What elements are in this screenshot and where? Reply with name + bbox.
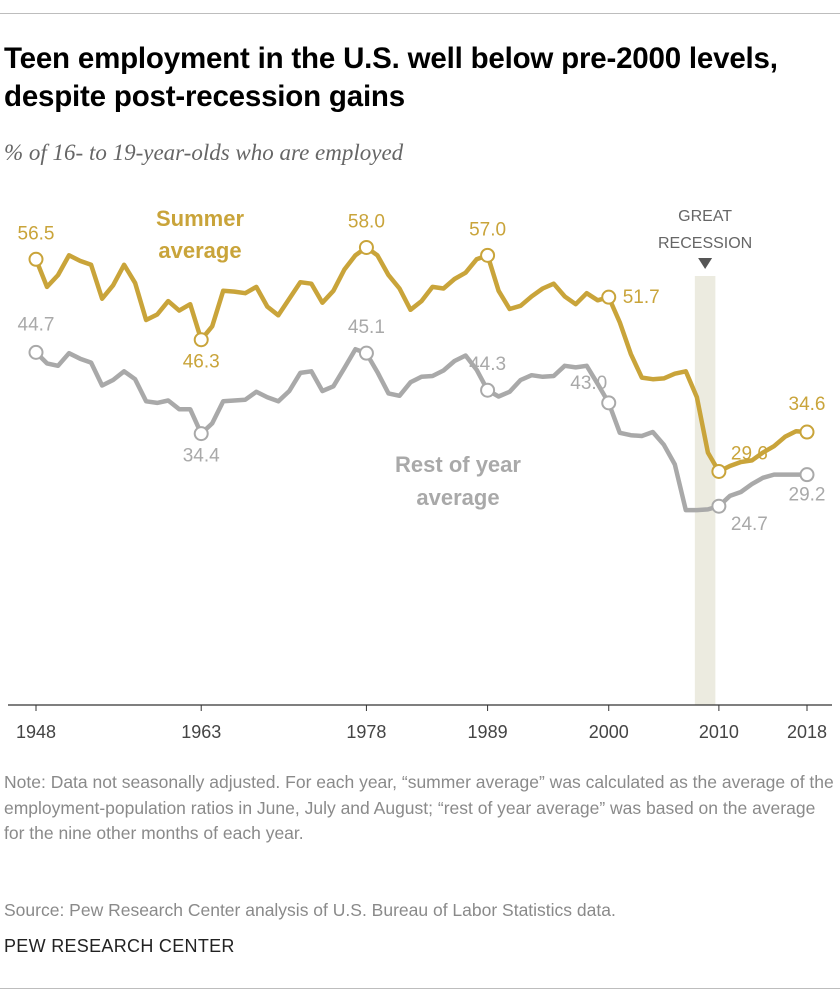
rest-of-year-data-label-1978: 45.1 [348,317,385,338]
labels-layer: 56.5 46.3 58.0 57.0 51.7 29.6 34.6 44.7 34.4 45.1… [18,206,826,535]
brand-logo-text: PEW RESEARCH CENTER [4,936,235,956]
summer-point-1989 [480,247,496,263]
x-tick-label: 1989 [468,722,508,742]
summer-data-label-1948: 56.5 [18,223,55,244]
rest-series-label-line2: average [416,485,499,510]
bottom-rule [0,988,840,989]
rest-of-year-point-2010 [711,498,727,514]
x-tick-label: 2018 [787,722,827,742]
x-tick-label: 2010 [699,722,739,742]
chart-source: Source: Pew Research Center analysis of … [4,900,616,920]
rest-series-label-line1: Rest of year [395,452,521,477]
rest-of-year-point-1948 [28,344,44,360]
top-rule [0,13,840,14]
rest-of-year-point-1963 [193,426,209,442]
summer-data-label-2010: 29.6 [731,443,768,464]
summer-point-2010 [711,463,727,479]
rest-of-year-data-label-2010: 24.7 [731,514,768,535]
line-chart: GREAT RECESSION 1948 1963 1978 1989 2000 2010 2… [8,206,832,742]
recession-band [694,276,716,705]
rest-of-year-point-2000 [601,395,617,411]
recession-label-line2: RECESSION [658,235,752,252]
rest-of-year-data-label-1989: 44.3 [469,354,506,375]
rest-of-year-data-label-2000: 43.0 [570,373,607,394]
summer-point-2000 [601,289,617,305]
summer-data-label-1989: 57.0 [469,219,506,240]
summer-data-label-2000: 51.7 [623,287,660,308]
x-tick-label: 1978 [346,722,386,742]
summer-series-label-line1: Summer [156,206,244,231]
chart-note: Note: Data not seasonally adjusted. For … [4,772,834,843]
rest-of-year-series-line [33,346,810,513]
summer-point-2018 [799,424,815,440]
x-tick-label: 1948 [16,722,56,742]
rest-of-year-data-label-1948: 44.7 [18,314,55,335]
chart-title: Teen employment in the U.S. well below p… [4,42,778,113]
recession-label-line1: GREAT [678,208,732,225]
rest-of-year-data-label-1963: 34.4 [183,446,220,467]
axis-layer: 1948 1963 1978 1989 2000 2010 2018 [8,704,832,742]
lines-layer [33,245,810,513]
x-tick-label: 1963 [181,722,221,742]
summer-point-1948 [28,251,44,267]
chart-subtitle: % of 16- to 19-year-olds who are employe… [4,140,404,165]
summer-data-label-1978: 58.0 [348,211,385,232]
summer-point-1978 [358,239,374,255]
recession-arrow-icon [698,258,713,269]
summer-point-1963 [193,332,209,348]
recession-layer: GREAT RECESSION [658,208,752,705]
summer-series-label-line2: average [158,238,241,263]
summer-series-line [33,245,810,474]
rest-of-year-point-1989 [480,382,496,398]
x-tick-label: 2000 [589,722,629,742]
summer-data-label-2018: 34.6 [789,394,826,415]
rest-of-year-data-label-2018: 29.2 [789,485,826,506]
rest-of-year-point-2018 [799,467,815,483]
rest-of-year-point-1978 [358,345,374,361]
summer-data-label-1963: 46.3 [183,352,220,373]
